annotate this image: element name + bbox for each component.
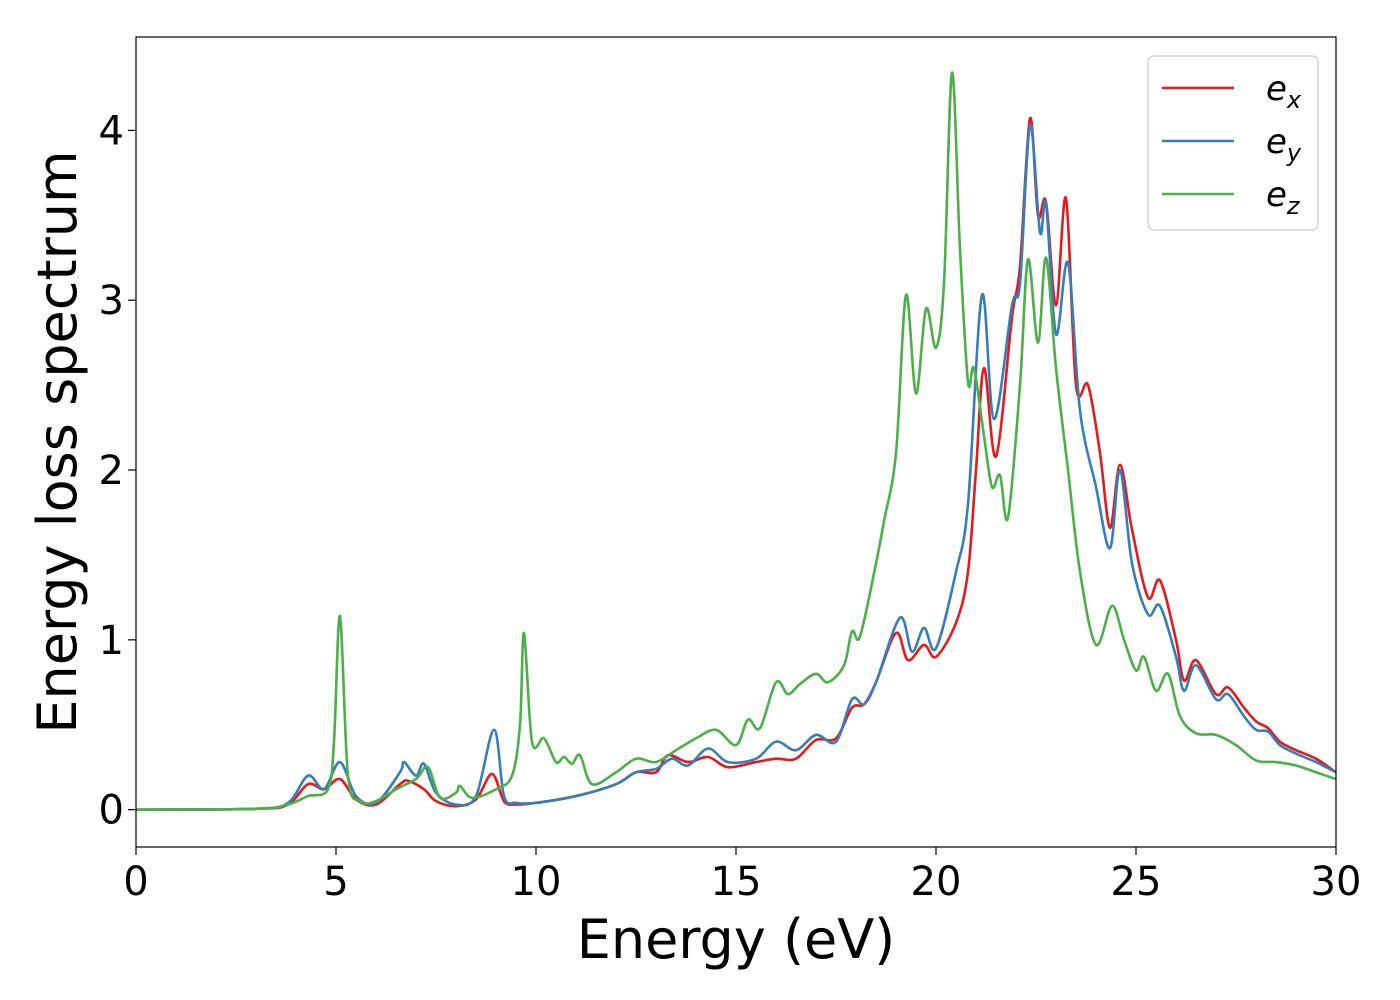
y-tick-label: 2 xyxy=(99,448,124,494)
series-line-x xyxy=(136,117,1336,811)
y-tick-label: 3 xyxy=(99,278,124,324)
x-tick-label: 5 xyxy=(323,859,348,905)
y-tick-label: 0 xyxy=(99,788,124,834)
x-axis-label: Energy (eV) xyxy=(577,908,896,971)
ticks-layer: 0 5 10 15 20 25 30 0 1 2 3 4 xyxy=(99,108,1362,905)
x-tick-label: 20 xyxy=(911,859,962,905)
x-tick-label: 30 xyxy=(1311,859,1362,905)
series-layer xyxy=(136,71,1336,811)
legend-label-y: ey xyxy=(1266,122,1302,167)
series-line-z xyxy=(136,71,1336,811)
y-tick-label: 1 xyxy=(99,618,124,664)
plot-frame xyxy=(135,36,1337,848)
x-tick-label: 25 xyxy=(1111,859,1162,905)
legend: ex ey ez xyxy=(1147,55,1319,231)
legend-label-z: ez xyxy=(1266,175,1301,220)
y-tick-label: 4 xyxy=(99,108,124,154)
legend-box xyxy=(1147,55,1319,231)
y-axis-label: Energy loss spectrum xyxy=(26,150,89,733)
x-tick-label: 15 xyxy=(711,859,762,905)
x-tick-label: 10 xyxy=(511,859,562,905)
legend-label-x: ex xyxy=(1266,69,1302,114)
x-tick-label: 0 xyxy=(123,859,148,905)
